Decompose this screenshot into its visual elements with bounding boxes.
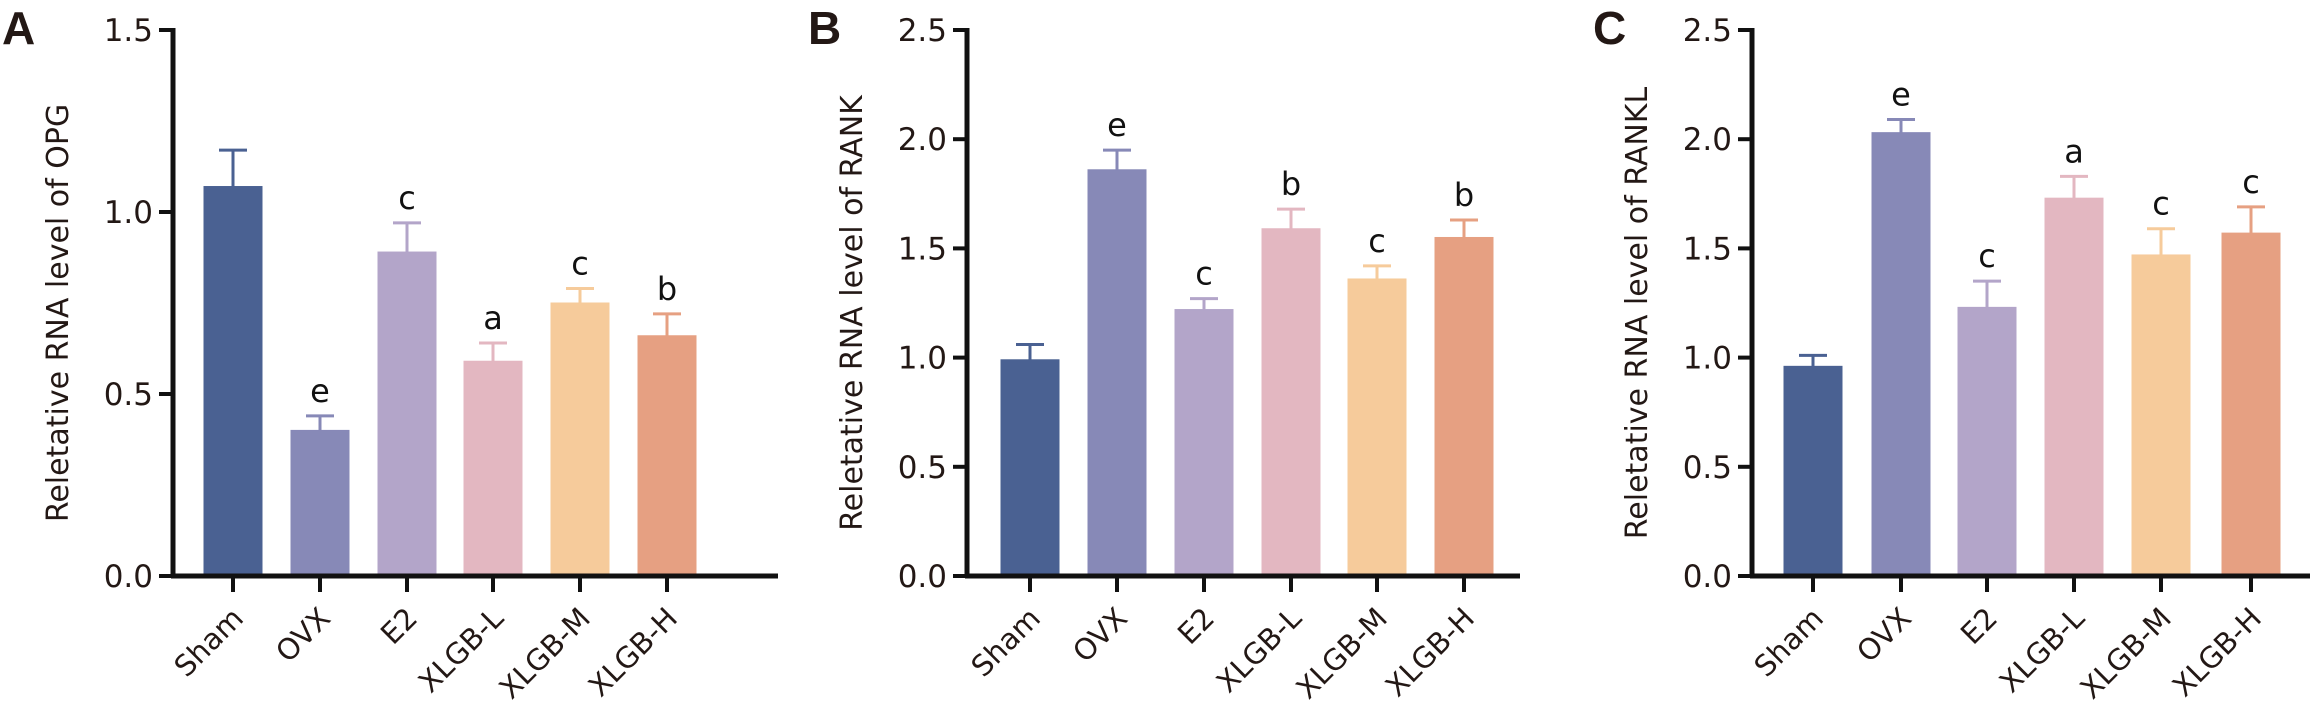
y-tick-label: 2.0 <box>1683 122 1732 158</box>
y-tick-label: 1.5 <box>104 13 153 49</box>
panel-label: B <box>808 2 841 54</box>
bar-XLGB-L <box>2044 197 2104 577</box>
y-tick-label: 0.0 <box>1683 559 1732 595</box>
y-tick-label: 0.5 <box>104 377 153 413</box>
x-tick-label: OVX <box>1850 601 1918 669</box>
bar-E2 <box>1174 309 1234 577</box>
y-tick-label: 1.0 <box>1683 341 1732 377</box>
y-tick-label: 0.5 <box>1683 450 1732 486</box>
significance-label: a <box>2064 132 2084 170</box>
panel-B: BShameOVXcE2bXLGB-LcXLGB-MbXLGB-H0.00.51… <box>808 2 1520 705</box>
x-tick-label: XLGB-H <box>1379 601 1481 703</box>
significance-label: a <box>483 299 503 337</box>
panel-C: CShameOVXcE2aXLGB-LcXLGB-McXLGB-H0.00.51… <box>1593 2 2310 705</box>
y-tick-label: 2.5 <box>1683 13 1732 49</box>
y-tick-label: 1.5 <box>1683 231 1732 267</box>
bar-XLGB-H <box>1434 236 1494 577</box>
bar-XLGB-H <box>637 335 697 577</box>
x-tick-label: OVX <box>269 601 337 669</box>
panel-A: AShameOVXcE2aXLGB-LcXLGB-MbXLGB-H0.00.51… <box>2 2 778 705</box>
y-tick-label: 1.0 <box>898 341 947 377</box>
y-axis-label: Reletative RNA level of OPG <box>41 104 76 522</box>
x-tick-label: XLGB-M <box>1289 601 1394 706</box>
bar-XLGB-H <box>2221 232 2281 577</box>
x-tick-label: E2 <box>374 601 424 651</box>
significance-label: b <box>657 270 677 308</box>
bar-XLGB-M <box>1347 278 1407 577</box>
bar-Sham <box>1783 365 1843 577</box>
x-tick-label: XLGB-M <box>492 601 597 706</box>
y-tick-label: 1.0 <box>104 195 153 231</box>
bar-E2 <box>377 251 437 577</box>
x-tick-label: Sham <box>167 601 250 684</box>
x-tick-label: E2 <box>1171 601 1221 651</box>
y-tick-label: 2.5 <box>898 13 947 49</box>
bar-Sham <box>203 186 263 577</box>
bar-XLGB-M <box>550 302 610 577</box>
y-tick-label: 2.0 <box>898 122 947 158</box>
significance-label: c <box>571 244 589 282</box>
y-tick-label: 0.5 <box>898 450 947 486</box>
x-tick-label: XLGB-H <box>582 601 684 703</box>
y-tick-label: 1.5 <box>898 231 947 267</box>
significance-label: c <box>398 179 416 217</box>
bar-OVX <box>290 429 350 577</box>
y-tick-label: 0.0 <box>898 559 947 595</box>
significance-label: e <box>1891 76 1911 114</box>
y-tick-label: 0.0 <box>104 559 153 595</box>
significance-label: c <box>1195 255 1213 293</box>
bar-XLGB-L <box>1261 228 1321 577</box>
significance-label: b <box>1454 176 1474 214</box>
x-tick-label: OVX <box>1066 601 1134 669</box>
significance-label: c <box>1368 222 1386 260</box>
x-tick-label: XLGB-M <box>2073 601 2178 706</box>
significance-label: e <box>1107 106 1127 144</box>
significance-label: b <box>1281 165 1301 203</box>
significance-label: e <box>310 372 330 410</box>
significance-label: c <box>2152 185 2170 223</box>
bar-OVX <box>1871 132 1931 577</box>
x-tick-label: Sham <box>1747 601 1830 684</box>
x-tick-label: E2 <box>1954 601 2004 651</box>
bar-OVX <box>1087 169 1147 577</box>
y-axis-label: Reletative RNA level of RANK <box>835 94 870 531</box>
x-tick-label: XLGB-H <box>2166 601 2268 703</box>
bar-E2 <box>1957 306 2017 577</box>
significance-label: c <box>1978 237 1996 275</box>
bar-XLGB-L <box>463 360 523 577</box>
significance-label: c <box>2242 163 2260 201</box>
bar-Sham <box>1000 359 1060 577</box>
panel-label: A <box>2 2 35 54</box>
panel-label: C <box>1593 2 1626 54</box>
y-axis-label: Reletative RNA level of RANKL <box>1620 87 1655 540</box>
bar-XLGB-M <box>2131 254 2191 577</box>
x-tick-label: Sham <box>964 601 1047 684</box>
